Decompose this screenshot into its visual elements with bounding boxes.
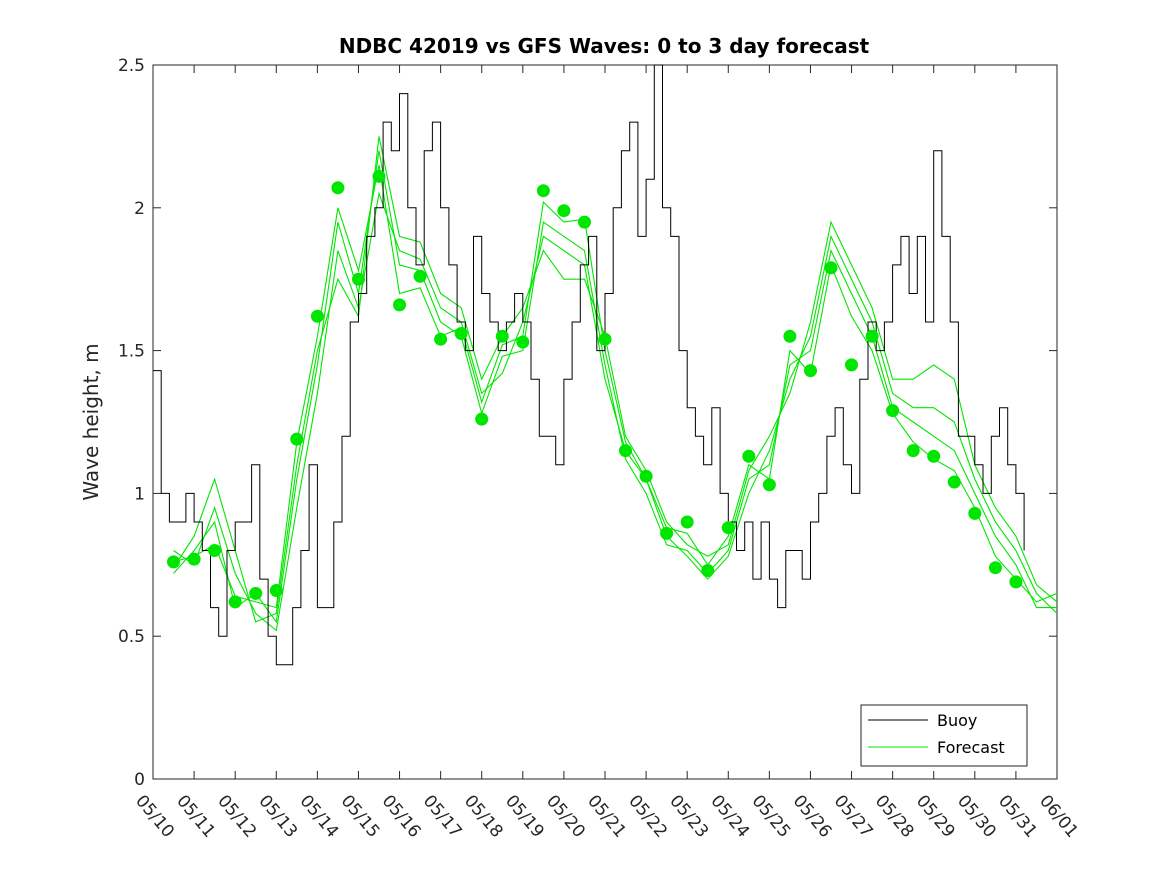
analysis-dot [372, 169, 386, 183]
chart-title: NDBC 42019 vs GFS Waves: 0 to 3 day fore… [339, 34, 870, 58]
y-tick-label: 2.5 [118, 56, 145, 76]
analysis-dot [578, 215, 591, 229]
analysis-dot [454, 327, 468, 340]
analysis-dot [886, 404, 900, 418]
analysis-dot [845, 358, 858, 372]
legend-buoy-label: Buoy [937, 711, 977, 730]
buoy-line-group [153, 64, 1025, 666]
analysis-dot [228, 595, 242, 609]
analysis-dot [865, 329, 879, 343]
analysis-dot [660, 526, 674, 540]
analysis-dot [947, 475, 961, 489]
y-tick-label: 0.5 [118, 627, 145, 647]
analysis-dot [434, 332, 448, 346]
analysis-dot [413, 269, 427, 283]
plot-area [152, 64, 1058, 780]
analysis-dot [742, 449, 756, 463]
y-axis-label: Wave height, m [79, 343, 103, 500]
analysis-dot [167, 555, 180, 569]
analysis-dot [906, 444, 920, 458]
analysis-dot [557, 204, 571, 218]
legend-forecast-label: Forecast [937, 738, 1005, 757]
legend-box [860, 704, 1028, 767]
analysis-dot [701, 564, 715, 577]
buoy-line [153, 64, 1025, 666]
analysis-dot [824, 261, 838, 275]
analysis-dot [331, 181, 345, 195]
analysis-dot [988, 561, 1002, 575]
legend: Buoy Forecast [860, 704, 1028, 767]
analysis-dot [310, 309, 324, 323]
y-axis-ticks: 0 0.5 1 1.5 2 2.5 [118, 56, 1057, 790]
analysis-dot [536, 184, 550, 198]
forecast-line-2 [173, 150, 1057, 624]
analysis-dots [167, 169, 1023, 609]
analysis-dot [639, 469, 653, 483]
analysis-dot [208, 544, 222, 557]
analysis-dot [495, 329, 509, 343]
analysis-dot [187, 552, 201, 566]
analysis-dot [721, 521, 735, 535]
analysis-dot [804, 364, 817, 378]
analysis-dot [762, 478, 776, 492]
analysis-dot [619, 444, 632, 458]
forecast-lines [173, 136, 1058, 632]
forecast-line-4 [173, 136, 1058, 623]
analysis-dot [516, 335, 530, 349]
analysis-dot [393, 298, 406, 312]
analysis-dot [598, 332, 612, 346]
analysis-dot [783, 329, 797, 343]
analysis-dot [269, 584, 283, 597]
y-tick-label: 0 [134, 770, 145, 790]
analysis-dot [968, 506, 982, 520]
analysis-dot [249, 586, 263, 600]
y-tick-label: 2 [134, 199, 145, 219]
analysis-dot [475, 412, 489, 426]
analysis-dot [290, 432, 304, 446]
analysis-dot [927, 449, 941, 463]
analysis-dot [352, 272, 365, 286]
analysis-dot [680, 515, 694, 529]
forecast-line-3 [173, 191, 1058, 632]
y-tick-label: 1 [134, 484, 145, 504]
analysis-dot [1009, 575, 1023, 589]
y-tick-label: 1.5 [118, 342, 145, 362]
